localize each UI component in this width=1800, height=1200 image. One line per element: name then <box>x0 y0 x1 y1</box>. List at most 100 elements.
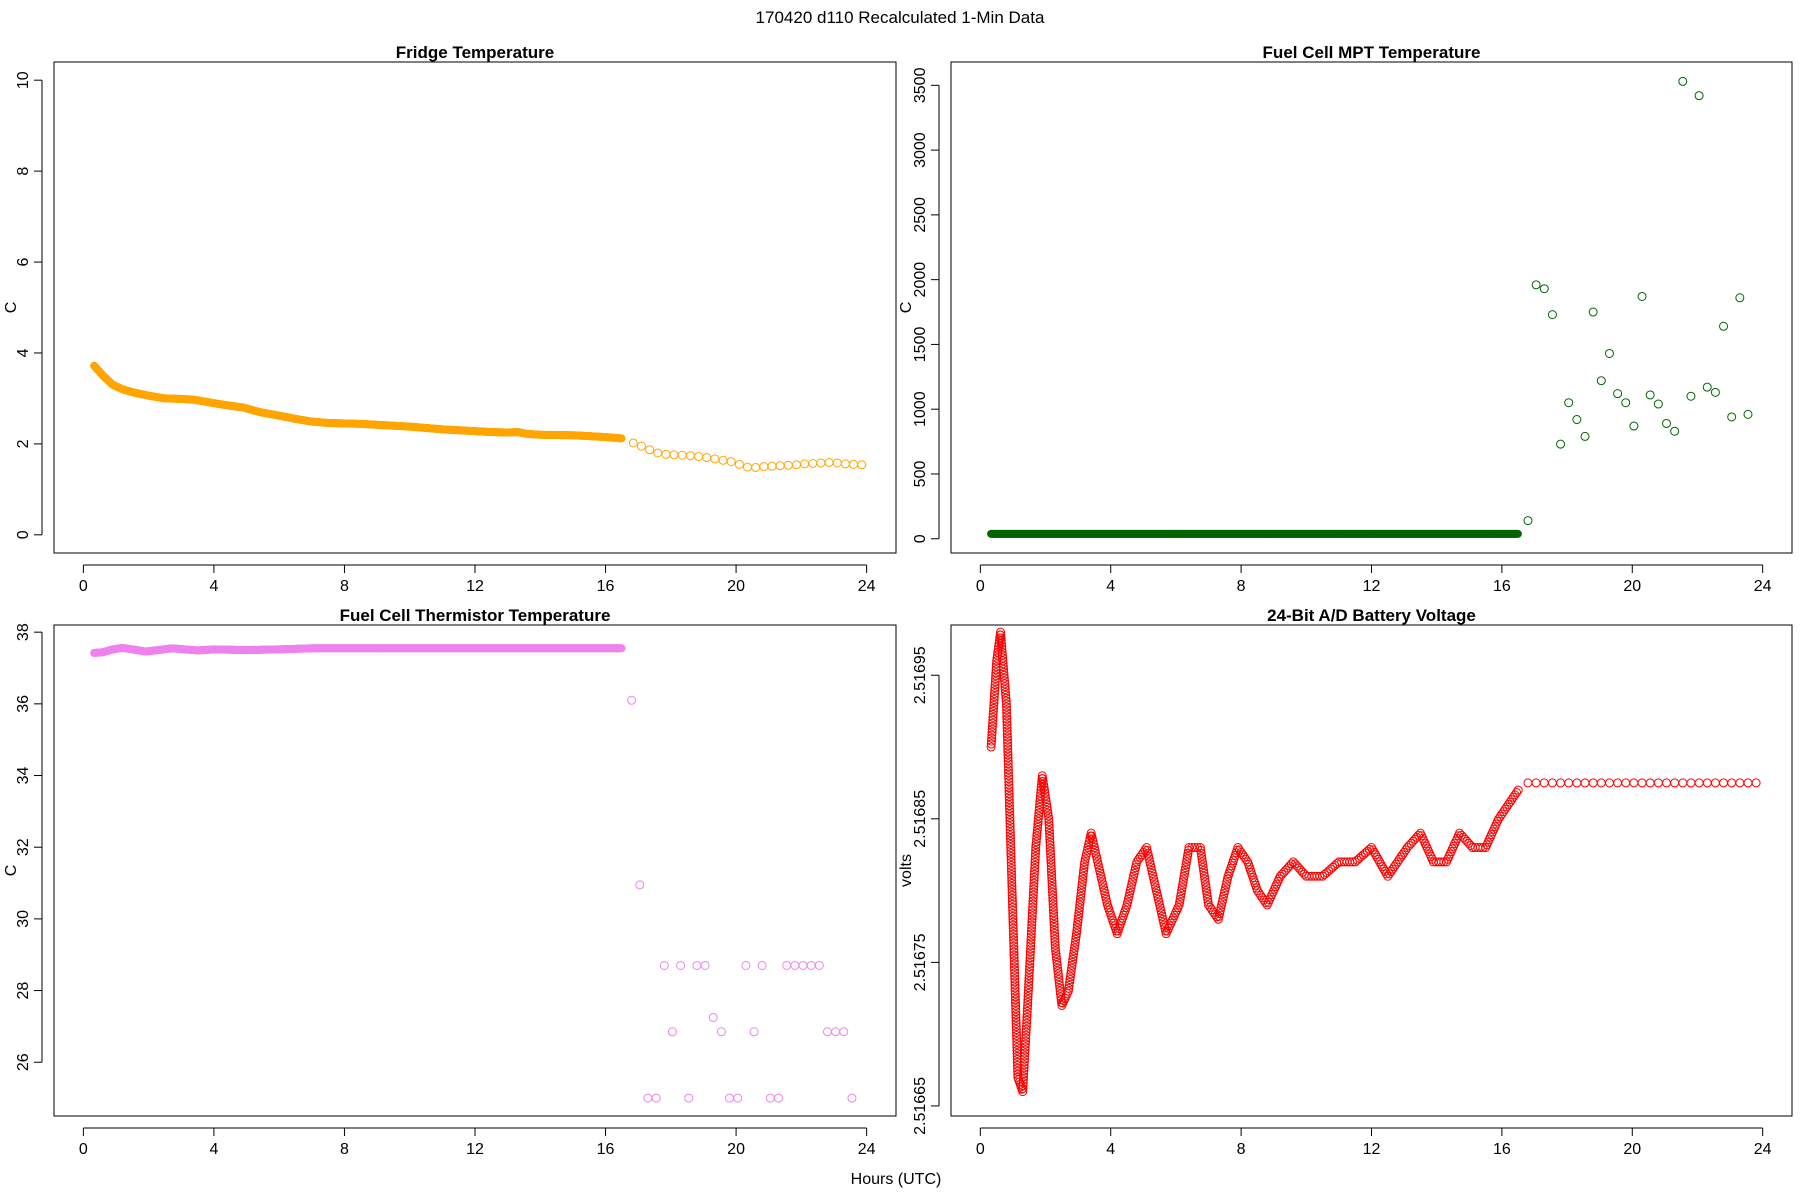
data-point <box>1049 920 1059 930</box>
data-point <box>1022 1015 1032 1025</box>
data-point <box>1006 849 1016 859</box>
data-point <box>1177 886 1187 896</box>
data-point <box>1045 843 1055 853</box>
data-point <box>987 727 997 737</box>
data-point <box>1025 953 1035 963</box>
data-point <box>1073 914 1083 924</box>
data-point <box>1044 826 1054 836</box>
data-point <box>1621 398 1631 408</box>
data-point <box>1010 995 1020 1005</box>
data-point <box>992 653 1002 663</box>
data-point <box>1002 726 1012 736</box>
x-tick-label: 20 <box>1623 578 1641 595</box>
data-point <box>1030 863 1040 873</box>
data-point <box>990 680 1000 690</box>
data-point <box>1256 890 1266 900</box>
data-point <box>1033 820 1043 830</box>
data-point <box>1078 868 1088 878</box>
data-point <box>1007 878 1017 888</box>
data-point <box>1005 825 1015 835</box>
data-point <box>1003 735 1013 745</box>
data-point <box>1645 778 1655 788</box>
data-point <box>628 438 638 448</box>
data-point <box>1006 863 1016 873</box>
y-tick-label: 500 <box>912 461 929 488</box>
series-dense <box>987 529 1522 538</box>
data-point <box>1046 858 1056 868</box>
data-point <box>1202 888 1212 898</box>
data-point <box>1176 891 1186 901</box>
y-axis-label: C <box>3 302 20 314</box>
data-point <box>1055 980 1065 990</box>
data-point <box>1007 899 1017 909</box>
data-point <box>1621 778 1631 788</box>
data-point <box>635 880 645 890</box>
data-point <box>1012 1039 1022 1049</box>
data-point <box>1637 291 1647 301</box>
data-point <box>1007 881 1017 891</box>
data-point <box>1018 1081 1028 1091</box>
data-point <box>1005 807 1015 817</box>
data-point <box>1025 962 1035 972</box>
data-point <box>1201 886 1211 896</box>
data-point <box>1035 794 1045 804</box>
data-point <box>1054 972 1064 982</box>
data-point <box>1043 811 1053 821</box>
data-point <box>1079 863 1089 873</box>
data-point <box>822 1027 832 1037</box>
data-point <box>1743 409 1753 419</box>
data-point <box>1009 956 1019 966</box>
data-point <box>1046 852 1056 862</box>
data-point <box>757 960 767 970</box>
data-point <box>1039 785 1049 795</box>
data-point <box>1004 774 1014 784</box>
data-point <box>1205 902 1215 912</box>
data-point <box>996 627 1006 637</box>
data-point <box>1051 949 1061 959</box>
data-point <box>798 960 808 970</box>
data-point <box>1021 1024 1031 1034</box>
data-point <box>824 458 834 468</box>
data-point <box>1026 941 1036 951</box>
x-tick-label: 12 <box>1363 1141 1381 1158</box>
data-point <box>1027 911 1037 921</box>
data-point <box>1022 1018 1032 1028</box>
data-point <box>1071 932 1081 942</box>
data-point <box>1175 894 1185 904</box>
data-point <box>1008 902 1018 912</box>
data-point <box>700 960 710 970</box>
data-point <box>1033 822 1043 832</box>
data-point <box>1176 888 1186 898</box>
data-point <box>1054 977 1064 987</box>
data-point <box>718 455 728 465</box>
data-point <box>651 1093 661 1103</box>
data-point <box>1022 1003 1032 1013</box>
data-point <box>1041 794 1051 804</box>
data-point <box>1003 744 1013 754</box>
y-tick-label: 0 <box>15 530 32 539</box>
data-point <box>988 718 998 728</box>
y-axis-label: volts <box>898 854 915 887</box>
data-point <box>1007 884 1017 894</box>
data-point <box>1580 778 1590 788</box>
y-tick-label: 3000 <box>912 132 929 168</box>
data-point <box>1008 929 1018 939</box>
data-point <box>1198 860 1208 870</box>
data-point <box>1008 908 1018 918</box>
data-point <box>1005 813 1015 823</box>
data-point <box>839 1027 849 1037</box>
data-point <box>1046 855 1056 865</box>
data-point <box>997 647 1007 657</box>
data-point <box>1513 785 1523 795</box>
x-tick-label: 16 <box>597 578 615 595</box>
data-point <box>990 674 1000 684</box>
data-point <box>1001 696 1011 706</box>
data-point <box>1049 908 1059 918</box>
data-point <box>1069 949 1079 959</box>
data-point <box>1369 847 1379 857</box>
data-point <box>1005 834 1015 844</box>
data-point <box>1180 868 1190 878</box>
data-point <box>1531 280 1541 290</box>
data-point <box>643 1093 653 1103</box>
data-point <box>667 1027 677 1037</box>
